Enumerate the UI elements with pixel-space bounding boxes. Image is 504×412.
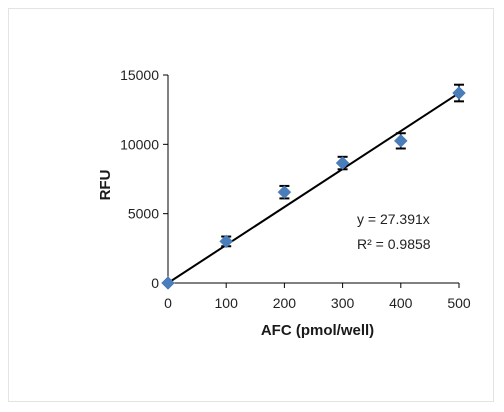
trendline-equation: y = 27.391x xyxy=(357,211,430,227)
x-axis-title: AFC (pmol/well) xyxy=(261,322,374,339)
x-tick-label: 300 xyxy=(331,295,355,311)
data-point xyxy=(335,156,350,170)
x-tick-label: 400 xyxy=(389,295,413,311)
data-point xyxy=(277,185,292,200)
y-tick-label: 10000 xyxy=(120,136,159,152)
y-tick-label: 15000 xyxy=(120,67,159,83)
data-point xyxy=(161,276,175,290)
x-tick-label: 100 xyxy=(215,295,239,311)
r-squared-label: R² = 0.9858 xyxy=(357,236,431,252)
x-axis-ticks: 0 100 200 300 400 500 xyxy=(164,283,471,311)
chart-frame xyxy=(8,8,494,402)
x-tick-label: 200 xyxy=(273,295,297,311)
axes xyxy=(167,75,459,284)
y-tick-label: 0 xyxy=(151,275,159,291)
y-tick-label: 5000 xyxy=(128,206,159,222)
data-point xyxy=(452,86,466,100)
y-axis-ticks: 0 5000 10000 15000 xyxy=(120,67,168,291)
x-tick-label: 0 xyxy=(164,295,172,311)
data-points xyxy=(161,86,466,290)
data-point xyxy=(219,234,234,249)
data-point xyxy=(393,134,408,148)
trendline xyxy=(167,92,460,284)
y-axis-title: RFU xyxy=(97,170,114,201)
x-tick-label: 500 xyxy=(447,295,471,311)
